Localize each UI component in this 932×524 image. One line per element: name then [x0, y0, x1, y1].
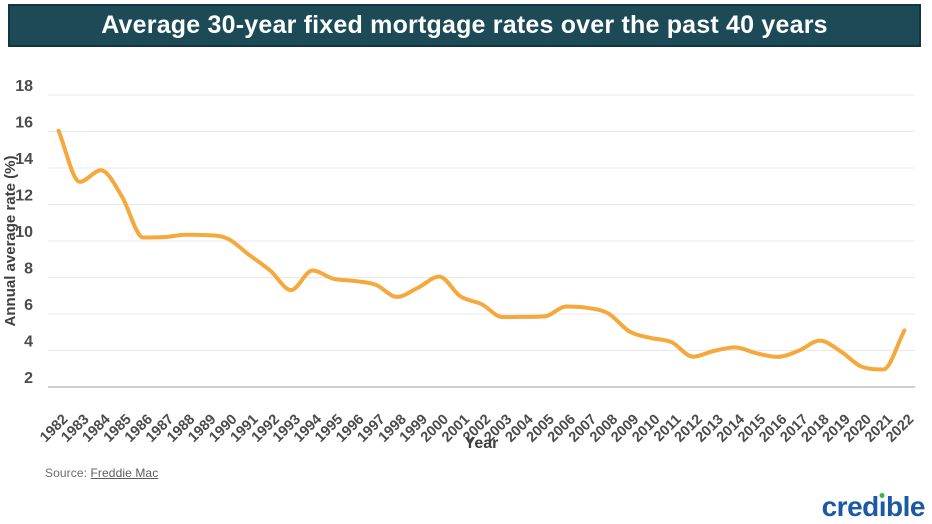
y-axis-tick-label: 12: [15, 188, 33, 205]
y-axis-tick-label: 16: [15, 115, 33, 132]
y-axis-title: Annual average rate (%): [2, 156, 19, 327]
chart-title-banner: Average 30-year fixed mortgage rates ove…: [8, 4, 921, 47]
y-axis-tick-label: 14: [15, 151, 33, 168]
y-axis-tick-label: 2: [24, 370, 33, 387]
mortgage-rate-line-chart: 1816141210864219821983198419851986198719…: [2, 78, 917, 452]
y-axis-tick-label: 8: [24, 261, 33, 278]
logo-text-end: ble: [886, 491, 925, 522]
y-axis-tick-label: 6: [24, 297, 33, 314]
x-axis-title: Year: [465, 435, 499, 452]
credible-logo: credı ble: [821, 491, 926, 522]
chart-area: 18 16 14 12 10 8 6 4 2 1982 1983 1984 1985 1986 1987 19…: [0, 56, 932, 456]
y-axis-tick-label: 18: [15, 78, 33, 95]
rate-line-series: [56, 128, 907, 372]
logo-letter-i: ı: [878, 491, 887, 522]
source-link[interactable]: Freddie Mac: [90, 466, 159, 480]
chart-title: Average 30-year fixed mortgage rates ove…: [101, 11, 828, 39]
source-row: Source: Freddie Mac: [45, 466, 158, 480]
source-label: Source:: [45, 466, 88, 480]
logo-text-start: cred: [821, 491, 880, 522]
y-axis-tick-label: 4: [24, 334, 33, 351]
y-axis-tick-label: 10: [15, 224, 33, 241]
logo-i-dot: [879, 493, 885, 498]
